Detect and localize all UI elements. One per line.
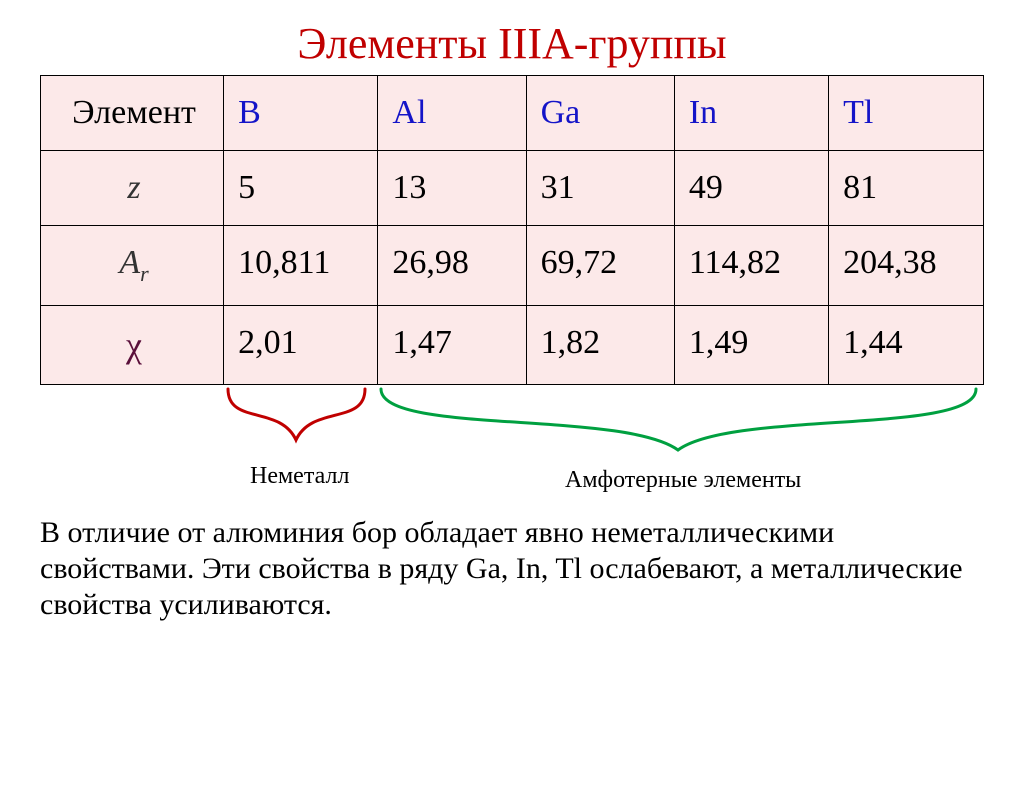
- cell-z-al: 13: [378, 151, 526, 226]
- description-paragraph: В отличие от алюминия бор обладает явно …: [40, 515, 984, 623]
- cell-ga: Ga: [526, 76, 674, 151]
- cell-chi-in: 1,49: [674, 305, 828, 384]
- table-row: χ 2,01 1,47 1,82 1,49 1,44: [41, 305, 984, 384]
- cell-z-tl: 81: [829, 151, 984, 226]
- row-label-z: z: [41, 151, 224, 226]
- table-row: Элемент B Al Ga In Tl: [41, 76, 984, 151]
- cell-b: B: [224, 76, 378, 151]
- cell-chi-tl: 1,44: [829, 305, 984, 384]
- cell-chi-al: 1,47: [378, 305, 526, 384]
- row-label-element: Элемент: [41, 76, 224, 151]
- table-row: z 5 13 31 49 81: [41, 151, 984, 226]
- cell-chi-ga: 1,82: [526, 305, 674, 384]
- cell-z-in: 49: [674, 151, 828, 226]
- brace-right: [373, 385, 984, 475]
- brace-region: Неметалл Амфотерные элементы: [40, 385, 984, 505]
- elements-table-wrap: Элемент B Al Ga In Tl z 5 13 31 49 81 Ar…: [40, 75, 984, 385]
- brace-right-label: Амфотерные элементы: [565, 467, 801, 494]
- row-label-chi: χ: [41, 305, 224, 384]
- row-label-ar: Ar: [41, 226, 224, 306]
- cell-al: Al: [378, 76, 526, 151]
- page-title: Элементы IIIА-группы: [0, 18, 1024, 69]
- cell-chi-b: 2,01: [224, 305, 378, 384]
- cell-in: In: [674, 76, 828, 151]
- cell-ar-tl: 204,38: [829, 226, 984, 306]
- cell-ar-b: 10,811: [224, 226, 378, 306]
- table-row: Ar 10,811 26,98 69,72 114,82 204,38: [41, 226, 984, 306]
- cell-z-b: 5: [224, 151, 378, 226]
- brace-left-label: Неметалл: [250, 463, 349, 490]
- cell-ar-in: 114,82: [674, 226, 828, 306]
- cell-ar-al: 26,98: [378, 226, 526, 306]
- cell-tl: Tl: [829, 76, 984, 151]
- elements-table: Элемент B Al Ga In Tl z 5 13 31 49 81 Ar…: [40, 75, 984, 385]
- cell-ar-ga: 69,72: [526, 226, 674, 306]
- cell-z-ga: 31: [526, 151, 674, 226]
- brace-left: [220, 385, 373, 465]
